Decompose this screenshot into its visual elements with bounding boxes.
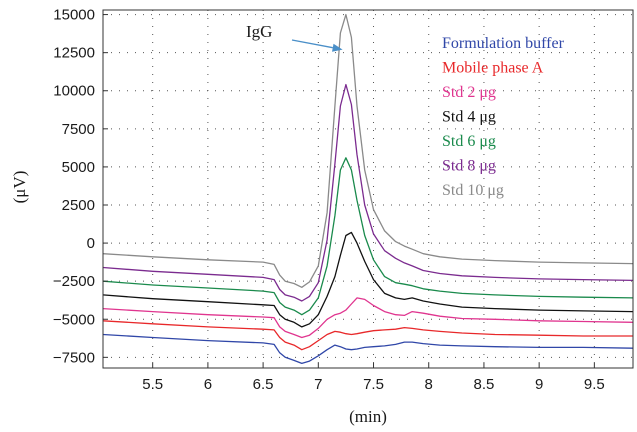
igg-arrow-head [332,43,343,52]
igg-label: IgG [246,22,272,41]
legend-item: Mobile phase A [442,60,544,77]
y-tick-label: 2500 [62,197,95,214]
x-tick-label: 7.5 [363,376,384,393]
series-line [102,231,634,328]
legend: Formulation buffer Mobile phase A Std 2 μg… [442,35,565,199]
y-tick-label: 10000 [53,83,95,100]
y-axis-title: (μV) [10,171,29,204]
series-line [102,13,634,288]
y-tick-label: 7500 [62,121,95,138]
series-line [102,297,634,339]
plot-frame [102,9,634,369]
y-tick-label: −2500 [53,273,95,290]
y-tick-label: −7500 [53,349,95,366]
x-tick-label: 5.5 [142,376,163,393]
legend-item: Std 10 μg [442,182,504,199]
legend-item: Std 8 μg [442,158,496,175]
x-tick-label: 8.5 [474,376,495,393]
legend-item: Std 4 μg [442,109,496,126]
y-tick-label: 5000 [62,159,95,176]
legend-item: Std 6 μg [442,133,496,150]
x-tick-label: 7 [314,376,322,393]
x-tick-label: 9 [535,376,543,393]
legend-item: Formulation buffer [442,35,565,52]
legend-item: Std 2 μg [442,84,496,101]
x-tick-label: 6.5 [253,376,274,393]
y-tick-label: 0 [87,235,95,252]
series-line [102,157,634,316]
series-line [102,83,634,302]
y-axis-ticks: 15000 12500 10000 7500 5000 2500 0 −2500 −5000 −7… [53,7,108,366]
y-tick-label: 15000 [53,7,95,24]
igg-arrow-line [291,39,333,49]
x-axis-title: (min) [349,407,387,426]
series-lines [102,13,634,365]
igg-annotation: IgG [246,22,343,52]
x-axis-ticks: 5.5 6 6.5 7 7.5 8 8.5 9 9.5 [142,363,605,393]
y-tick-label: −5000 [53,311,95,328]
x-tick-label: 8 [425,376,433,393]
series-line [102,320,633,351]
x-tick-label: 6 [204,376,212,393]
series-line [102,333,634,365]
x-tick-label: 9.5 [584,376,605,393]
grid [103,10,633,368]
y-tick-label: 12500 [53,45,95,62]
